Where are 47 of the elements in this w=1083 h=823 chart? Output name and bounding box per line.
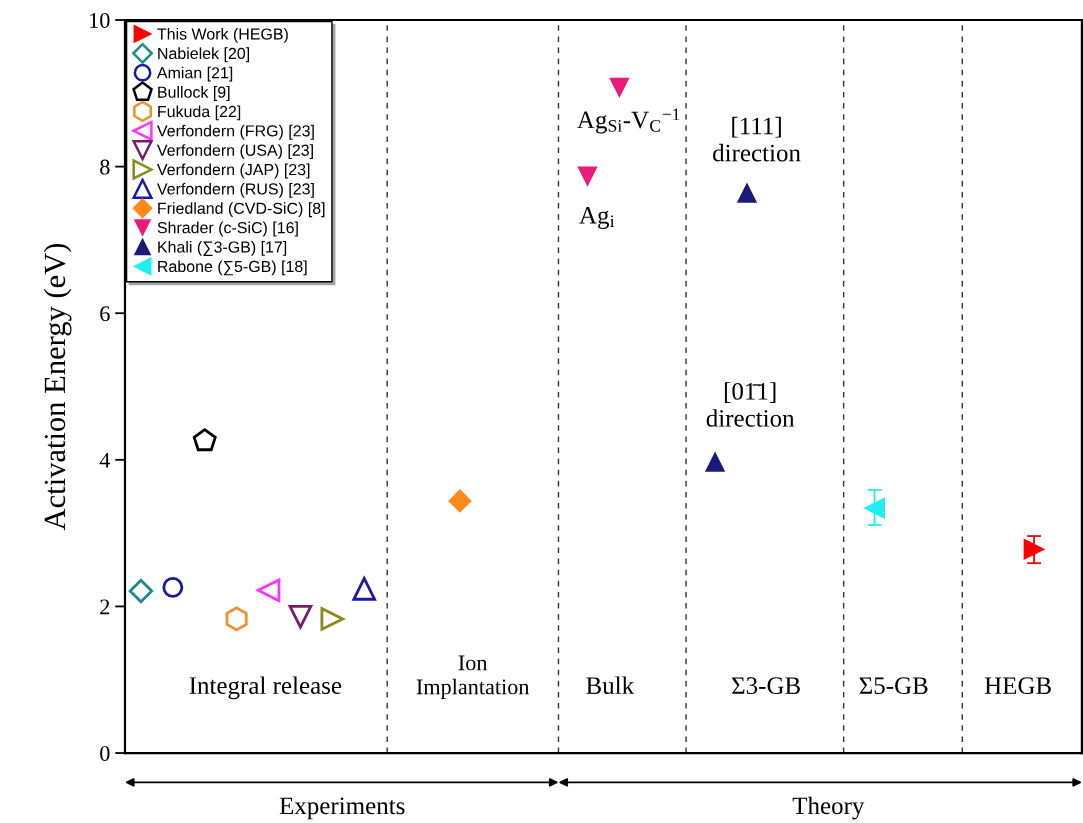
y-tick-label: 2 [100,599,110,615]
annotation: Ag$_{Si}$-V$_{C}$$^{−1}$ [577,108,680,134]
text: Experiments [279,797,405,820]
annotation: Bulk [586,676,635,695]
legend-label: Nabielek [20] [158,47,250,63]
annotation: Ag$_{i}$ [579,207,615,229]
legend-label: Verfondern (RUS) [23] [156,182,314,198]
y-tick-label: 0 [100,745,110,761]
annotation: [111] direction [713,116,801,162]
legend-label: Verfondern (JAP) [23] [156,163,310,179]
legend-label: Amian [21] [156,66,233,82]
point [737,183,757,203]
legend-label: Shrader (c-SiC) [16] [157,221,298,237]
point [192,428,217,452]
point [864,497,885,519]
y-tick-label: 8 [100,159,110,175]
point [225,606,248,632]
point [162,576,184,598]
point [1023,538,1045,560]
annotation: Σ5-GB [859,677,928,695]
point [288,604,313,629]
annotation: Ion Implantation [416,655,530,699]
y-axis-title: Activation Energy (eV) [43,243,72,531]
legend-label: Friedland (CVD-SiC) [8] [158,202,325,218]
annotation: [01̄1] direction [706,382,795,427]
legend-label: Verfondern (FRG) [23] [156,124,314,140]
legend-label: This Work (HEGB) [157,27,288,43]
y-tick-label: 10 [90,12,110,28]
y-tick-label: 4 [99,452,111,468]
legend-label: Fukuda [22] [158,105,241,121]
legend-label: Bullock [9] [158,86,230,101]
point [705,452,725,472]
legend-label: Khali (∑3-GB) [17] [158,240,287,256]
point [352,577,377,601]
point [320,607,345,631]
legend-label: Verfondern (USA) [23] [156,144,313,160]
y-tick-label: 6 [100,306,110,322]
point [256,578,281,603]
point [609,77,630,98]
annotation: Σ3-GB [732,677,800,695]
point [577,166,598,186]
annotation: Integral release [189,676,342,700]
legend-label: Rabone (∑5-GB) [18] [158,260,307,276]
point [448,489,472,513]
text: Theory [792,796,865,820]
point [128,578,154,604]
annotation: HEGB [984,677,1051,695]
